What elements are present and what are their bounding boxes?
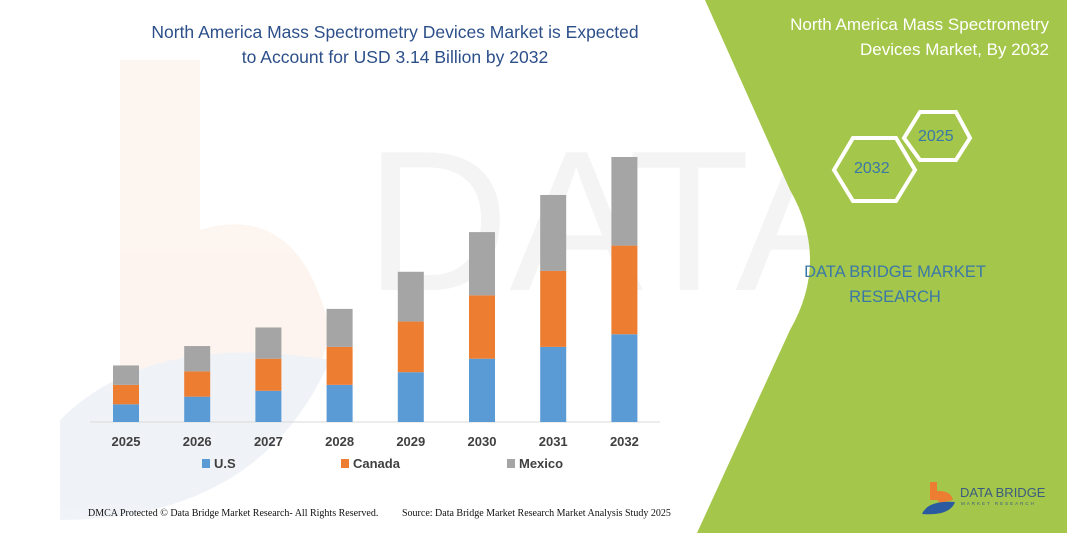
bar-mexico-2029 [397, 271, 424, 322]
bar-mexico-2030 [469, 232, 495, 296]
legend-label: Canada [353, 456, 401, 471]
x-tick-label: 2032 [610, 434, 639, 449]
legend-swatch [202, 459, 210, 468]
bar-mexico-2028 [326, 308, 353, 347]
green-panel [697, 0, 1067, 533]
bar-us-2031 [540, 346, 567, 422]
bar-canada-2027 [255, 358, 282, 391]
bar-us-2029 [397, 372, 424, 422]
legend-label: U.S [214, 456, 236, 471]
bar-canada-2030 [469, 295, 495, 359]
bar-us-2027 [255, 390, 282, 422]
bar-canada-2025 [113, 384, 139, 405]
brand-text: DATA BRIDGE MARKET RESEARCH [800, 260, 990, 310]
x-tick-label: 2026 [183, 434, 212, 449]
bar-canada-2029 [397, 321, 424, 373]
bar-canada-2032 [611, 245, 638, 335]
logo-text: DATA BRIDGE [960, 485, 1046, 500]
x-tick-label: 2029 [396, 434, 425, 449]
side-title-line-2: Devices Market, By 2032 [860, 40, 1049, 59]
legend-swatch [507, 459, 515, 468]
legend-swatch [341, 459, 349, 468]
bar-mexico-2027 [255, 327, 282, 359]
bar-canada-2026 [184, 371, 211, 397]
side-panel-title: North America Mass Spectrometry Devices … [719, 12, 1049, 62]
footer-copyright: DMCA Protected © Data Bridge Market Rese… [88, 508, 379, 519]
bar-us-2028 [326, 384, 353, 422]
bar-mexico-2026 [184, 346, 211, 372]
bar-mexico-2031 [540, 194, 567, 271]
bar-canada-2031 [540, 270, 567, 347]
brand-line-1: DATA BRIDGE MARKET [804, 263, 986, 281]
legend-label: Mexico [519, 456, 563, 471]
x-tick-label: 2028 [325, 434, 354, 449]
x-tick-label: 2031 [539, 434, 568, 449]
title-line-1: North America Mass Spectrometry Devices … [151, 22, 639, 42]
bar-mexico-2025 [113, 365, 139, 385]
hexagon-2025 [901, 110, 973, 162]
x-tick-label: 2025 [112, 434, 141, 449]
hex-label-2032: 2032 [854, 160, 890, 177]
side-title-line-1: North America Mass Spectrometry [790, 15, 1049, 34]
bar-us-2025 [113, 404, 139, 422]
data-bridge-logo-icon [922, 482, 955, 515]
x-tick-label: 2027 [254, 434, 283, 449]
x-tick-label: 2030 [468, 434, 497, 449]
bar-us-2026 [184, 396, 211, 422]
bar-us-2030 [469, 358, 495, 422]
bar-mexico-2032 [611, 156, 638, 246]
logo-subtext: MARKET RESEARCH [961, 501, 1036, 506]
hexagon-2032 [831, 136, 918, 203]
bar-us-2032 [611, 334, 638, 422]
brand-line-2: RESEARCH [849, 288, 941, 306]
footer-source: Source: Data Bridge Market Research Mark… [402, 508, 671, 519]
hex-label-2025: 2025 [918, 128, 954, 145]
bar-canada-2028 [326, 346, 353, 385]
chart-title: North America Mass Spectrometry Devices … [100, 20, 690, 70]
title-line-2: to Account for USD 3.14 Billion by 2032 [241, 47, 549, 67]
